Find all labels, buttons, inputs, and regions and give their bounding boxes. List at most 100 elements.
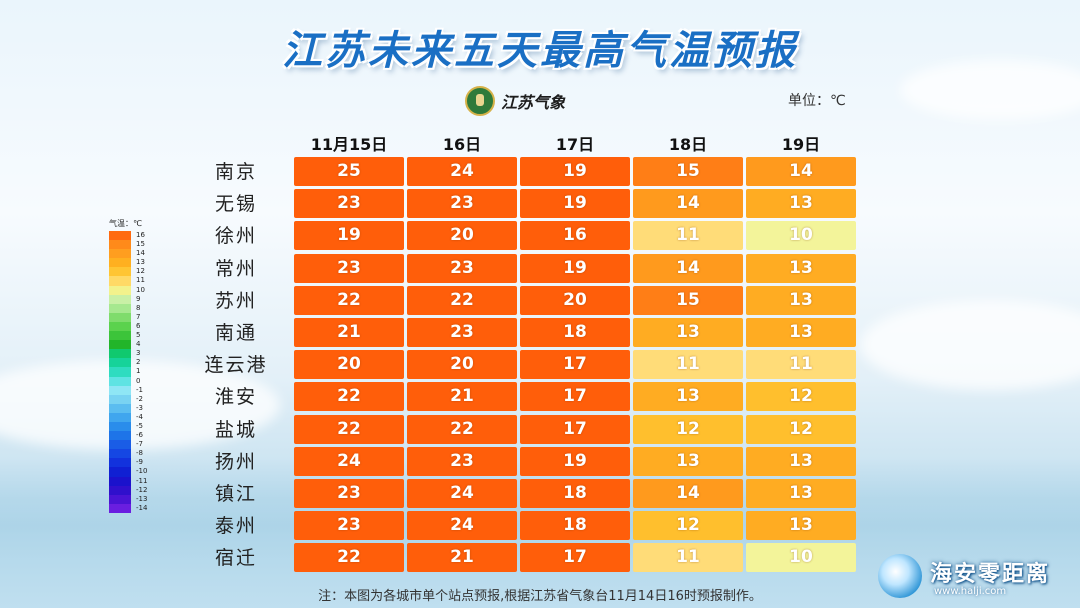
legend-swatch — [109, 503, 131, 513]
temperature-cell: 19 — [520, 253, 630, 283]
legend-label: 1 — [136, 367, 141, 376]
legend-swatch — [109, 331, 131, 341]
temperature-cell: 13 — [746, 285, 856, 315]
temperature-cell: 22 — [294, 414, 404, 444]
city-label: 徐州 — [214, 225, 257, 248]
temperature-cell: 10 — [746, 543, 856, 573]
legend-entry: 8 — [109, 303, 169, 313]
legend-label: 9 — [136, 294, 141, 303]
legend-swatch — [109, 231, 131, 241]
legend-entry: 6 — [109, 321, 169, 332]
legend-swatch — [109, 458, 131, 468]
temperature-cell: 22 — [407, 414, 517, 444]
legend-entry: 13 — [109, 258, 169, 268]
legend-label: -5 — [136, 421, 143, 430]
legend-swatch — [109, 358, 131, 368]
background-cloud — [900, 60, 1080, 120]
legend-entry: 7 — [109, 312, 169, 322]
legend-label: -6 — [136, 431, 143, 440]
legend-swatch — [109, 240, 131, 250]
temperature-cell: 13 — [746, 253, 856, 283]
legend-swatch — [109, 485, 131, 495]
background-cloud — [0, 360, 280, 450]
legend-label: 15 — [136, 240, 145, 249]
temperature-cell: 11 — [746, 350, 856, 380]
temperature-cell: 13 — [633, 446, 743, 476]
legend-swatch — [109, 367, 131, 377]
temperature-cell: 19 — [520, 189, 630, 219]
legend-label: 7 — [136, 312, 141, 321]
legend-entry: 4 — [109, 340, 169, 350]
temperature-cell: 15 — [633, 157, 743, 186]
temperature-cell: 22 — [294, 382, 404, 412]
legend-entry: -5 — [109, 421, 169, 432]
city-label: 镇江 — [214, 483, 257, 505]
temperature-cell: 24 — [294, 446, 404, 476]
temperature-cell: 17 — [520, 543, 630, 573]
temperature-cell: 20 — [294, 350, 404, 380]
legend-swatch — [109, 249, 131, 259]
legend-label: -7 — [136, 440, 143, 449]
legend-entry: 1 — [109, 367, 169, 377]
temperature-cell: 13 — [633, 318, 743, 347]
temperature-cell: 12 — [633, 511, 743, 541]
watermark-name: 海安零距离 — [930, 562, 1051, 587]
temperature-cell: 14 — [633, 479, 743, 508]
legend-swatch — [109, 421, 131, 432]
watermark-logo-icon — [878, 554, 922, 598]
temperature-cell: 21 — [407, 382, 517, 412]
legend-entry: -1 — [109, 385, 169, 395]
legend-label: -9 — [136, 458, 143, 467]
temperature-cell: 20 — [407, 221, 517, 251]
temperature-cell: 24 — [407, 479, 517, 508]
city-label: 泰州 — [214, 515, 257, 538]
temperature-cell: 23 — [294, 511, 404, 541]
temperature-cell: 24 — [407, 511, 517, 541]
temperature-cell: 19 — [520, 157, 630, 186]
legend-swatch — [109, 267, 131, 277]
temperature-cell: 23 — [294, 189, 404, 219]
legend-swatch — [109, 431, 131, 441]
legend-swatch — [109, 476, 131, 486]
legend-swatch — [109, 294, 131, 304]
legend-swatch — [109, 467, 131, 477]
temperature-cell: 12 — [746, 414, 856, 444]
temperature-cell: 11 — [633, 221, 743, 251]
jiangsu-meteorology-logo: 江苏气象 — [465, 86, 565, 116]
city-label: 南京 — [214, 161, 257, 183]
temperature-cell: 14 — [746, 157, 856, 186]
temperature-cell: 23 — [407, 318, 517, 347]
legend-swatch — [109, 376, 131, 386]
legend-label: 3 — [136, 349, 141, 358]
legend-label: 10 — [136, 285, 145, 294]
legend-swatch — [109, 449, 131, 459]
legend-swatch — [109, 258, 131, 268]
temperature-cell: 12 — [633, 414, 743, 444]
legend-entry: 14 — [109, 249, 169, 259]
city-label: 扬州 — [214, 450, 257, 473]
temperature-cell: 20 — [407, 350, 517, 380]
background-cloud — [860, 300, 1080, 390]
unit-label: 单位：℃ — [788, 93, 846, 109]
legend-label: 11 — [136, 276, 145, 285]
legend-entry: -11 — [109, 476, 169, 486]
legend-swatch — [109, 312, 131, 322]
temperature-cell: 18 — [520, 511, 630, 541]
legend-label: 6 — [136, 321, 141, 330]
legend-entry: -14 — [109, 503, 169, 513]
legend-swatch — [109, 440, 131, 450]
legend-entry: 9 — [109, 294, 169, 304]
legend-entry: 2 — [109, 358, 169, 368]
legend-swatch — [109, 285, 131, 295]
legend-label: 2 — [136, 358, 141, 367]
legend-label: -10 — [136, 467, 148, 476]
temperature-cell: 19 — [294, 221, 404, 251]
legend-entry: 5 — [109, 331, 169, 341]
temperature-cell: 20 — [520, 285, 630, 315]
temperature-cell: 17 — [520, 414, 630, 444]
legend-swatch — [109, 340, 131, 350]
city-label: 盐城 — [214, 418, 257, 441]
temperature-cell: 14 — [633, 189, 743, 219]
column-header: 11月15日 — [310, 135, 388, 154]
legend-label: 12 — [136, 267, 145, 276]
